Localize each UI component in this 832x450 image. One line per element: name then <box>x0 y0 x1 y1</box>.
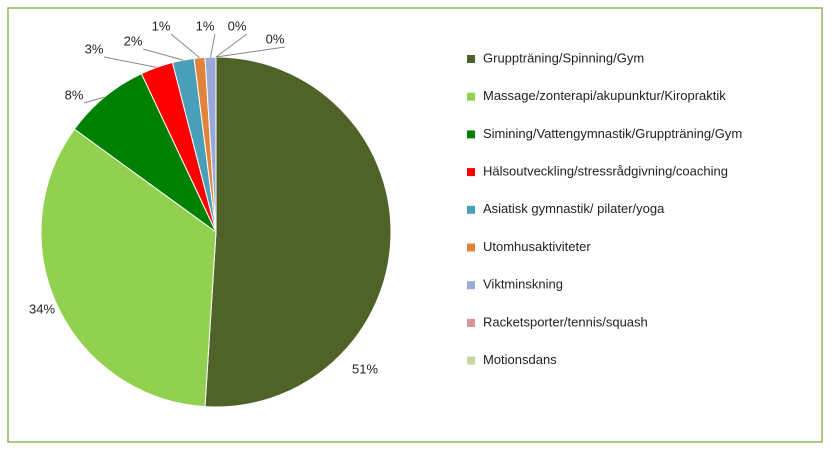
legend-swatch <box>467 318 475 327</box>
legend-swatch <box>467 281 475 290</box>
legend-swatch <box>467 243 475 252</box>
legend-swatch <box>467 55 475 63</box>
legend-swatch <box>467 168 475 177</box>
legend-label: Utomhusaktiviteter <box>483 239 591 254</box>
data-label: 34% <box>29 301 55 316</box>
legend-label: Motionsdans <box>483 352 557 367</box>
legend-label: Simining/Vattengymnastik/Gruppträning/Gy… <box>483 126 742 141</box>
data-label: 51% <box>352 361 378 376</box>
leader-line <box>170 33 200 59</box>
pie-slice <box>40 128 217 408</box>
data-label: 1% <box>152 18 171 33</box>
pie-slice <box>204 56 392 408</box>
legend-label: Massage/zonterapi/akupunktur/Kiropraktik <box>483 88 726 103</box>
legend-label: Racketsporter/tennis/squash <box>483 314 648 329</box>
data-label: 2% <box>124 33 143 48</box>
data-label: 3% <box>85 41 104 56</box>
leader-line <box>215 46 286 58</box>
data-label: 0% <box>228 18 247 33</box>
legend-label: Hälsoutveckling/stressrådgivning/coachin… <box>483 164 728 179</box>
legend-swatch <box>467 356 475 365</box>
legend-swatch <box>467 205 475 214</box>
data-label: 0% <box>266 31 285 46</box>
data-label: 1% <box>196 18 215 33</box>
leader-line <box>210 33 216 58</box>
leader-line <box>103 56 157 68</box>
leader-line <box>215 33 248 58</box>
legend-swatch <box>467 130 475 139</box>
leader-line <box>142 48 184 61</box>
leader-line <box>83 96 105 104</box>
data-label: 8% <box>65 87 84 102</box>
legend-label: Asiatisk gymnastik/ pilater/yoga <box>483 201 665 216</box>
legend-label: Viktminskning <box>483 277 563 292</box>
legend-swatch <box>467 92 475 101</box>
legend-label: Gruppträning/Spinning/Gym <box>483 50 644 65</box>
